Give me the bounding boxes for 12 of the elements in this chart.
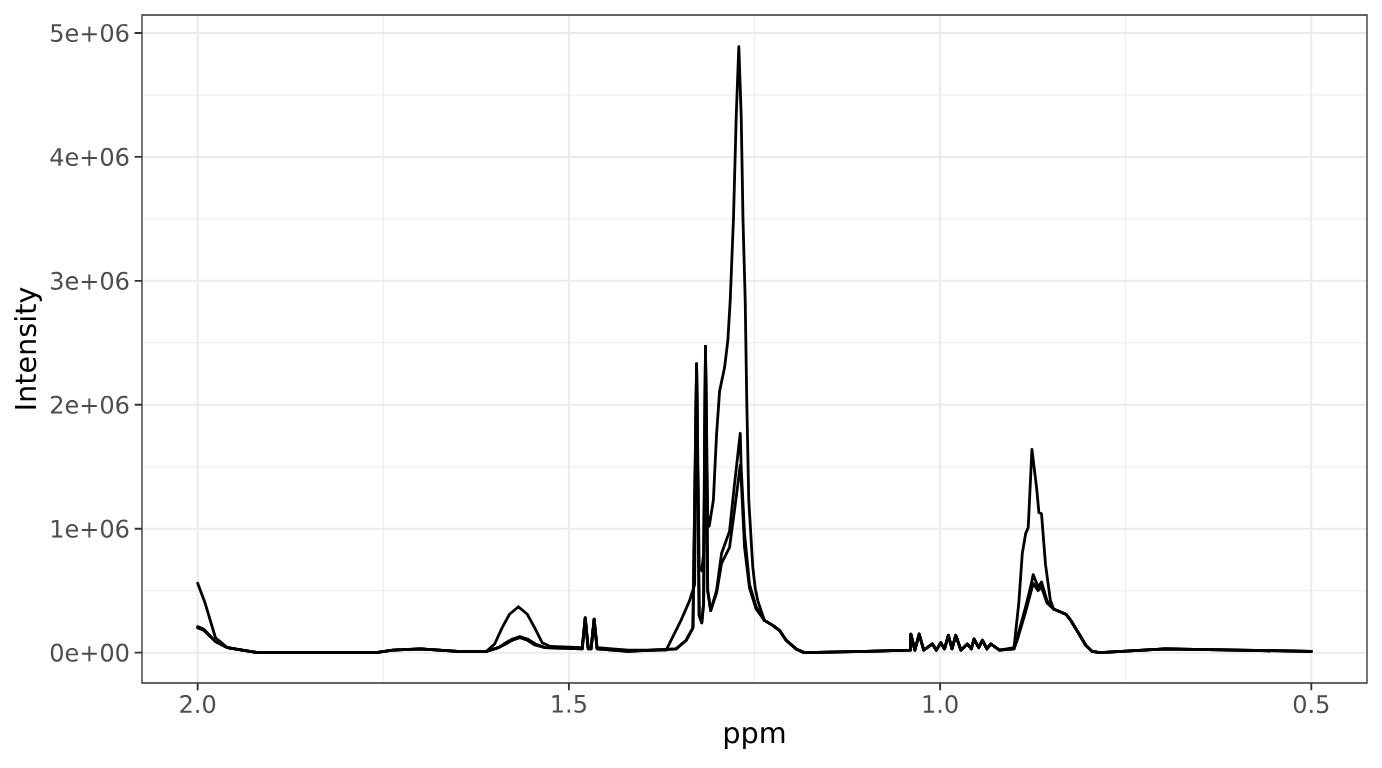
y-tick-label: 0e+00 xyxy=(50,643,129,662)
y-tick-label: 3e+06 xyxy=(51,271,129,290)
x-tick-label: 1.0 xyxy=(923,695,958,714)
y-tick-label: 2e+06 xyxy=(51,395,129,414)
x-tick-label: 2.0 xyxy=(180,695,216,714)
x-tick-label: 1.5 xyxy=(552,695,586,713)
y-tick-label: 4e+06 xyxy=(50,147,129,166)
y-tick-label: 1e+06 xyxy=(51,519,129,538)
x-axis-title: ppm xyxy=(724,726,785,750)
y-axis-title: Intensity xyxy=(14,287,42,409)
y-tick-label: 5e+06 xyxy=(51,23,129,43)
x-tick-label: 0.5 xyxy=(1293,695,1329,714)
